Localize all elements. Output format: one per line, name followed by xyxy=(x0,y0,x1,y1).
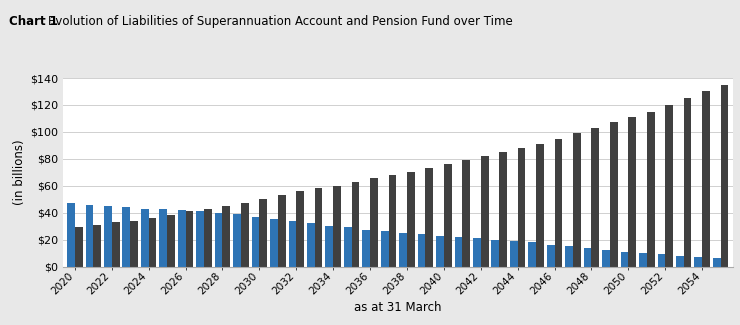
Bar xyxy=(702,91,710,266)
Bar xyxy=(658,254,665,266)
Bar xyxy=(500,152,507,266)
Bar xyxy=(196,211,204,266)
Bar xyxy=(388,175,397,266)
Bar xyxy=(462,160,470,266)
Bar xyxy=(481,156,488,266)
Bar xyxy=(473,238,481,266)
Bar xyxy=(602,250,610,266)
Bar xyxy=(223,206,230,266)
Bar xyxy=(721,85,728,266)
Bar xyxy=(344,227,352,266)
Text: Evolution of Liabilities of Superannuation Account and Pension Fund over Time: Evolution of Liabilities of Superannuati… xyxy=(48,15,513,28)
Bar xyxy=(307,223,314,266)
Bar xyxy=(104,206,112,266)
Bar xyxy=(363,230,370,266)
Bar xyxy=(149,218,156,266)
Bar xyxy=(647,112,655,266)
Bar xyxy=(326,226,333,266)
Bar xyxy=(241,203,249,266)
Bar xyxy=(573,133,581,266)
Bar xyxy=(352,182,360,266)
Y-axis label: (in billions): (in billions) xyxy=(13,139,26,205)
Bar xyxy=(370,178,378,266)
Bar xyxy=(130,221,138,266)
Bar xyxy=(621,252,628,266)
Bar xyxy=(491,240,500,266)
Bar xyxy=(684,98,691,266)
Bar xyxy=(314,188,323,266)
Bar xyxy=(186,211,193,266)
Bar xyxy=(123,207,130,266)
Bar xyxy=(444,164,451,266)
Bar xyxy=(676,256,684,266)
Bar xyxy=(417,234,425,266)
Bar xyxy=(112,222,120,266)
Bar xyxy=(436,236,444,266)
Bar xyxy=(713,258,721,266)
Bar xyxy=(628,117,636,266)
Bar xyxy=(270,219,278,266)
Bar xyxy=(204,209,212,266)
Bar xyxy=(528,242,536,266)
Bar xyxy=(425,168,433,266)
Bar xyxy=(233,214,241,266)
Bar xyxy=(565,246,573,266)
Bar xyxy=(141,209,149,266)
Bar xyxy=(159,209,167,266)
Bar xyxy=(399,233,407,266)
Bar xyxy=(93,225,101,266)
Bar xyxy=(167,215,175,266)
Text: Chart 1: Chart 1 xyxy=(9,15,58,28)
Bar xyxy=(67,203,75,266)
Bar xyxy=(381,231,389,266)
Bar xyxy=(296,191,304,266)
Bar xyxy=(547,245,554,266)
Bar xyxy=(178,210,186,266)
Bar xyxy=(252,217,260,266)
Bar xyxy=(591,128,599,266)
Bar xyxy=(289,221,296,266)
Bar xyxy=(86,204,93,266)
Bar xyxy=(584,248,591,266)
Bar xyxy=(610,123,618,266)
Bar xyxy=(333,186,341,266)
Bar xyxy=(260,199,267,266)
Bar xyxy=(510,241,518,266)
X-axis label: as at 31 March: as at 31 March xyxy=(354,301,442,314)
Bar xyxy=(215,213,223,266)
Bar xyxy=(639,253,647,266)
Bar xyxy=(518,148,525,266)
Bar xyxy=(454,237,462,266)
Bar xyxy=(694,257,702,266)
Bar xyxy=(407,172,414,266)
Bar xyxy=(536,144,544,266)
Bar xyxy=(665,105,673,266)
Bar xyxy=(278,195,286,266)
Bar xyxy=(554,138,562,266)
Bar xyxy=(75,227,83,266)
